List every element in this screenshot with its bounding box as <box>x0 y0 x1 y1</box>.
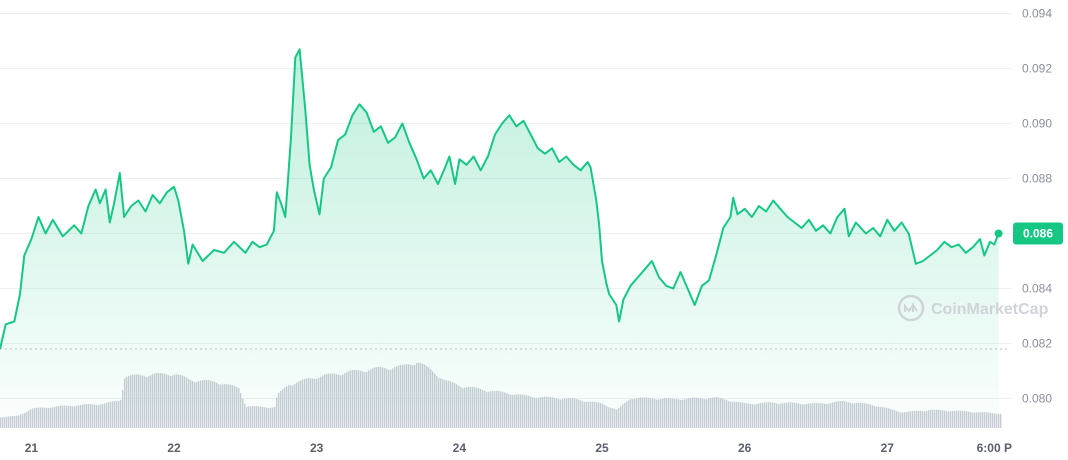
y-tick-label: 0.084 <box>1022 282 1052 296</box>
coinmarketcap-logo-icon <box>897 294 925 322</box>
price-line[interactable] <box>0 48 1000 350</box>
volume-bar <box>18 415 20 428</box>
volume-bar <box>20 414 22 428</box>
x-tick-label: 23 <box>310 441 324 455</box>
volume-bar <box>24 413 26 428</box>
volume-bar <box>12 415 14 428</box>
volume-bar <box>6 416 8 428</box>
volume-bar <box>14 415 16 428</box>
volume-bar <box>10 416 12 428</box>
y-tick-label: 0.080 <box>1022 392 1052 406</box>
x-tick-label: 22 <box>167 441 181 455</box>
volume-bar <box>22 413 24 428</box>
y-tick-label: 0.092 <box>1022 62 1052 76</box>
volume-bar <box>994 413 996 428</box>
volume-bar <box>4 416 6 428</box>
current-price-dot <box>994 229 1003 238</box>
price-area-fill <box>0 49 999 421</box>
volume-bar <box>1000 413 1002 428</box>
y-axis-labels: 0.094 0.092 0.090 0.088 0.086 0.084 0.082 0.080 <box>1022 7 1052 406</box>
x-tick-label: 25 <box>595 441 609 455</box>
x-tick-label: 24 <box>453 441 467 455</box>
x-tick-label: 27 <box>881 441 895 455</box>
volume-bar <box>996 413 998 428</box>
volume-bar <box>998 413 1000 428</box>
current-price-label: 0.086 <box>1023 227 1053 241</box>
y-tick-label: 0.094 <box>1022 7 1052 21</box>
x-tick-label: 21 <box>25 441 39 455</box>
x-tick-label: 6:00 P <box>977 441 1012 455</box>
y-tick-label: 0.090 <box>1022 117 1052 131</box>
y-tick-label: 0.088 <box>1022 172 1052 186</box>
y-tick-label: 0.082 <box>1022 337 1052 351</box>
x-tick-label: 26 <box>738 441 752 455</box>
volume-bar <box>0 417 2 428</box>
volume-bar <box>16 415 18 428</box>
current-price-tag-bg <box>1013 222 1063 245</box>
x-axis-labels: 21 22 23 24 25 26 27 6:00 P <box>25 441 1012 455</box>
volume-bar <box>8 416 10 428</box>
watermark-text: CoinMarketCap <box>931 301 1049 318</box>
current-price-tag: 0.086 <box>1013 222 1063 245</box>
volume-bar <box>992 413 994 428</box>
watermark: CoinMarketCap <box>897 294 1049 322</box>
volume-bar <box>2 417 4 428</box>
